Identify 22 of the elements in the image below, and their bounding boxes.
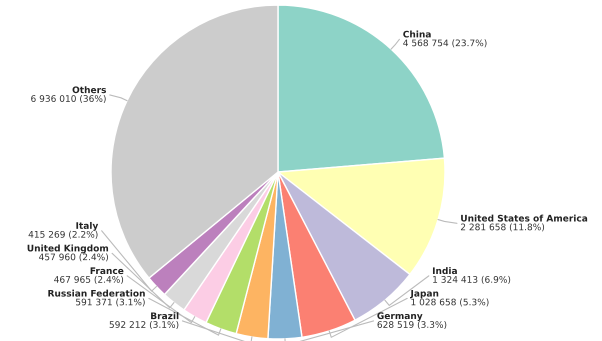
slice-label: United States of America — [461, 214, 588, 222]
slice-label: United Kingdom — [28, 244, 108, 254]
slice-label: Italy — [76, 222, 98, 231]
slice-label: Brazil — [151, 312, 178, 320]
slice-label: France — [90, 267, 124, 274]
data-label: 415 269 (2.2%) — [28, 230, 98, 239]
data-label: 1 324 413 (6.9%) — [433, 276, 510, 284]
slice-label: India — [432, 267, 457, 274]
data-label: 591 371 (3.1%) — [76, 298, 145, 306]
data-label: 628 519 (3.3%) — [378, 320, 446, 330]
data-label: 1 028 658 (5.3%) — [411, 298, 489, 306]
slice-label: Germany — [377, 312, 423, 321]
data-label: 6 936 010 (36%) — [31, 94, 106, 104]
slice-label: Russian Federation — [48, 290, 145, 297]
data-label: 592 212 (3.1%) — [110, 320, 178, 330]
data-label: 2 281 658 (11.8%) — [460, 223, 544, 232]
data-label: 457 960 (2.4%) — [39, 253, 108, 262]
data-label: 467 965 (2.4%) — [54, 276, 124, 284]
data-label: 4 568 754 (23.7%) — [403, 39, 487, 48]
slice-label: Others — [72, 86, 106, 94]
slice-label: China — [403, 30, 431, 38]
slice-label: Japan — [410, 290, 438, 298]
